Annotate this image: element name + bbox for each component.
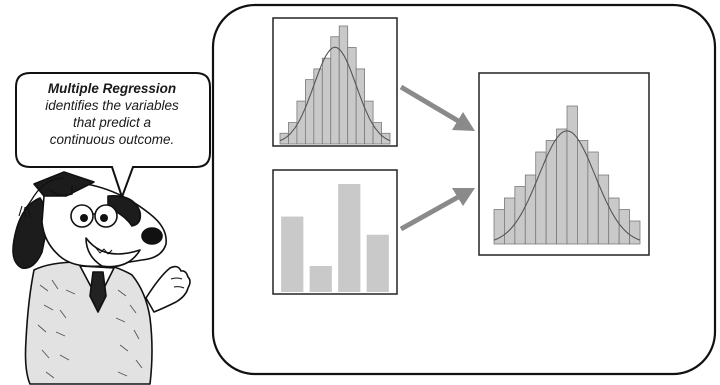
output-histogram-bar <box>566 105 578 245</box>
output-histogram-bar <box>618 209 630 245</box>
speech-bubble-title: Multiple Regression <box>47 81 177 96</box>
arrow-top-to-output <box>399 84 475 131</box>
output-histogram-bar <box>556 128 568 245</box>
mascot-hand <box>145 265 191 313</box>
output-histogram-bar <box>577 140 589 245</box>
input-histogram-bar <box>355 68 366 145</box>
output-histogram-bar <box>597 174 610 245</box>
output-histogram-bar <box>587 151 599 245</box>
input-bar-chart-bar <box>338 184 361 292</box>
dog-professor-mascot <box>12 171 191 385</box>
output-histogram-bar <box>493 209 505 245</box>
input-histogram-bar <box>288 122 298 145</box>
mascot-nose <box>141 227 163 245</box>
input-histogram-bar <box>313 68 323 145</box>
mascot-right-ear <box>107 195 142 227</box>
output-histogram-bar <box>629 220 641 245</box>
speech-bubble-line-2: that predict a <box>72 115 152 130</box>
input-bar-chart-bars <box>281 184 389 292</box>
mascot-tie <box>89 271 107 313</box>
speech-bubble-line-3: continuous outcome. <box>49 132 175 147</box>
input-histogram-normal-curve <box>279 46 391 142</box>
speech-bubble-text: Multiple Regression identifies the varia… <box>14 80 210 148</box>
input-histogram-bar <box>347 47 357 145</box>
input-bar-chart-bar <box>281 216 304 292</box>
input-histogram-bar <box>321 57 332 145</box>
output-histogram-bar <box>535 151 547 245</box>
mascot-jacket-pattern <box>37 279 143 379</box>
input-histogram-bar <box>338 25 349 145</box>
input-histogram-bar <box>372 122 382 145</box>
output-histogram-bar <box>545 140 557 245</box>
speech-bubble <box>15 72 211 201</box>
input-bar-chart-bar <box>309 265 332 292</box>
output-histogram-bar <box>504 197 516 245</box>
mascot-cap-tassel <box>23 177 65 211</box>
arrow-bottom-to-output <box>399 188 475 232</box>
input-histogram-bar <box>330 36 340 145</box>
output-histogram-bars <box>493 105 641 245</box>
input-bar-chart-bar <box>366 234 389 292</box>
input-histogram-bars <box>279 25 391 145</box>
output-histogram-normal-curve <box>493 130 641 241</box>
output-histogram-bar <box>524 174 537 245</box>
speech-bubble-line-1: identifies the variables <box>45 98 179 113</box>
